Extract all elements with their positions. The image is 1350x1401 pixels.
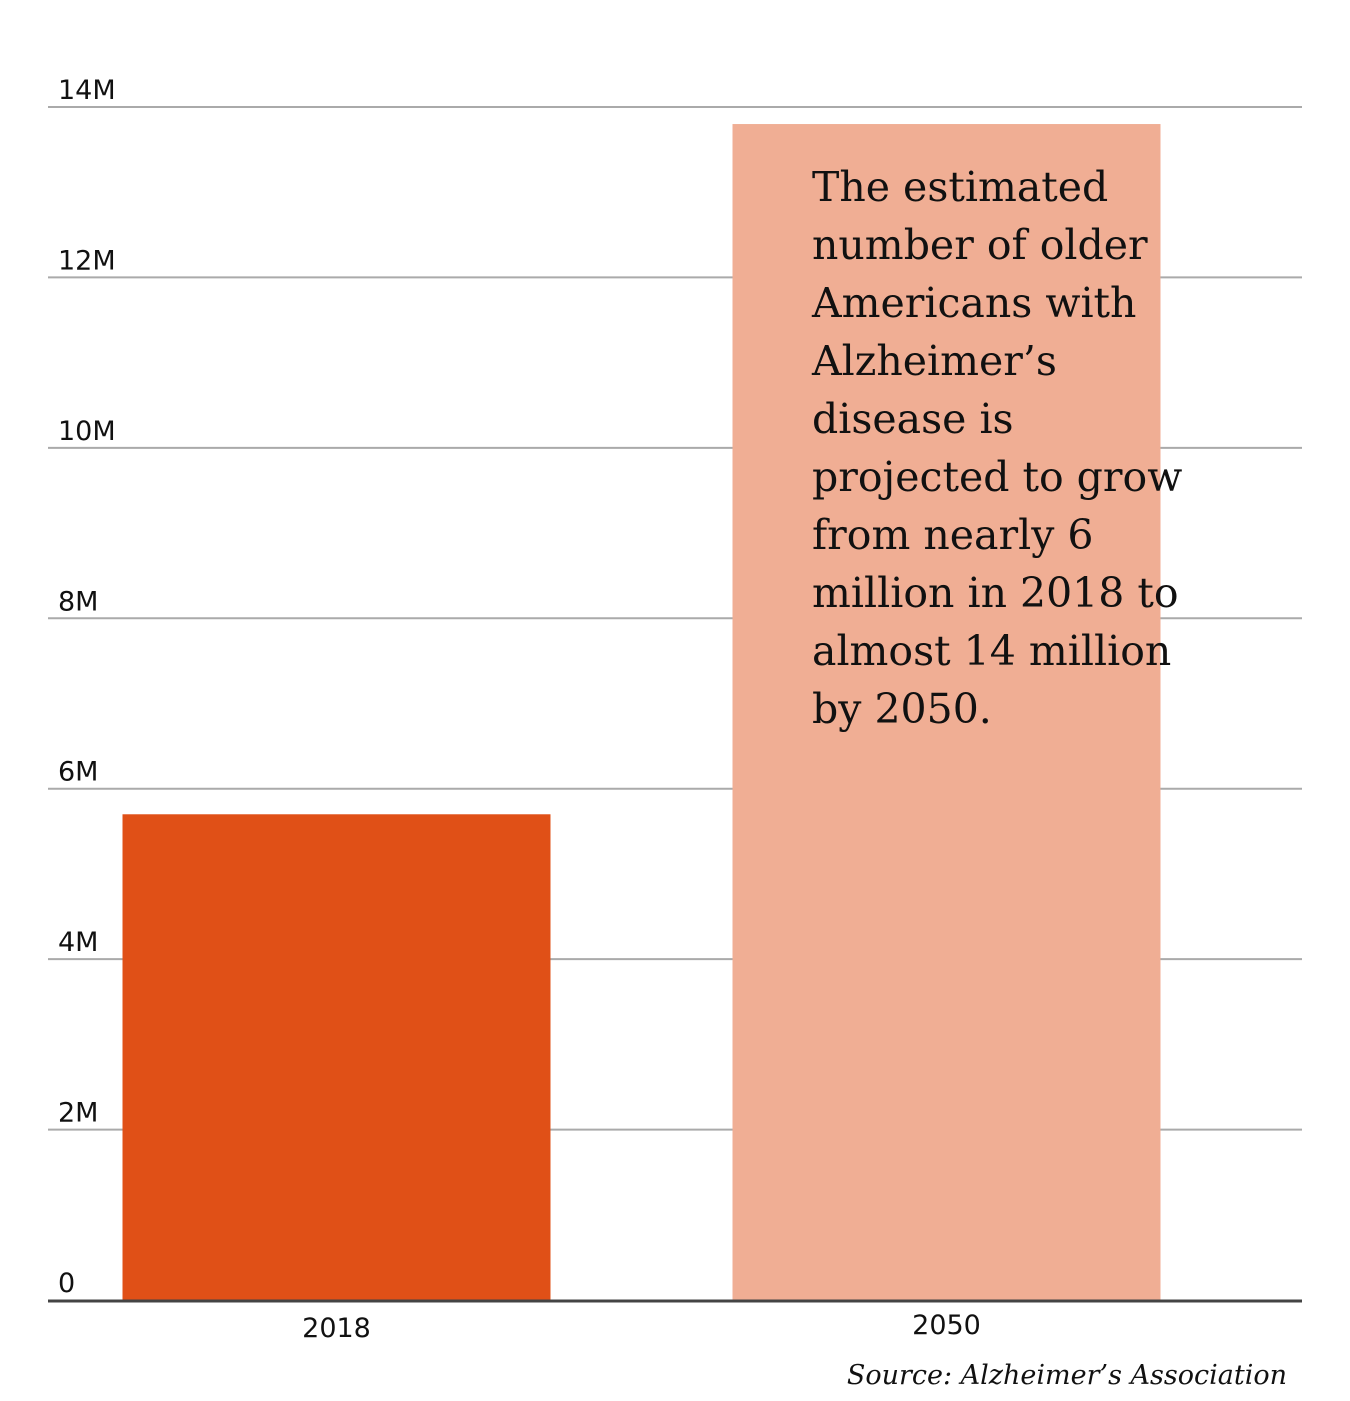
y-tick-label: 2M: [58, 1098, 98, 1129]
x-category-label-2050: 2050: [912, 1310, 981, 1341]
bar-2018: [122, 814, 551, 1300]
y-tick-label: 14M: [58, 75, 116, 106]
bars: [122, 124, 1161, 1301]
y-tick-label: 6M: [58, 757, 98, 788]
y-tick-label: 4M: [58, 927, 98, 958]
x-category-label-2018: 2018: [302, 1313, 371, 1344]
y-tick-label: 10M: [58, 416, 116, 447]
x-axis-category-labels: 2018 2050: [302, 1310, 981, 1344]
y-tick-label: 12M: [58, 245, 116, 276]
source-note: Source: Alzheimer’s Association: [846, 1360, 1287, 1391]
y-tick-label: 8M: [58, 586, 98, 617]
chart-annotation: The estimated number of older Americans …: [812, 163, 1183, 733]
y-tick-label: 0: [58, 1268, 75, 1299]
bar-2050: [732, 124, 1161, 1301]
y-axis-tick-labels: 0 2M 4M 6M 8M 10M 12M 14M: [58, 75, 116, 1299]
